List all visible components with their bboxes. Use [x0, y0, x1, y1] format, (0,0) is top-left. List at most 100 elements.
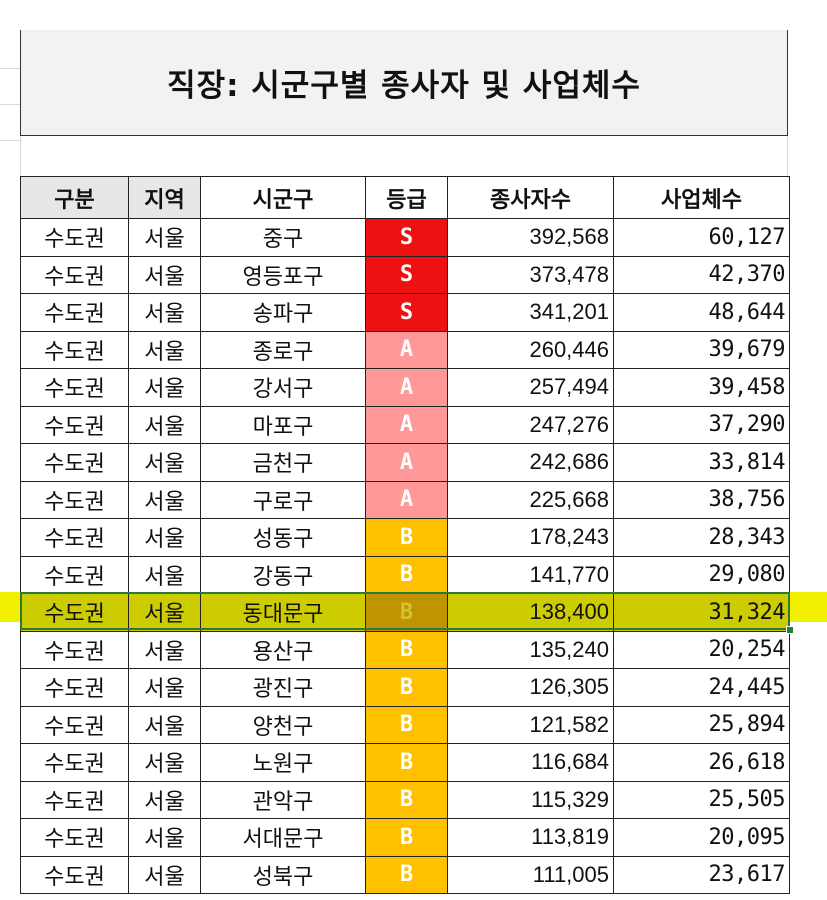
cell-gubun[interactable]: 수도권 [20, 293, 129, 332]
cell-grade[interactable]: A [365, 368, 448, 407]
table-row[interactable]: 수도권 서울 성동구 B 178,243 28,343 [20, 518, 790, 557]
cell-sigungu[interactable]: 서대문구 [200, 818, 366, 857]
cell-gubun[interactable]: 수도권 [20, 668, 129, 707]
empty-row[interactable] [20, 136, 788, 176]
cell-businesses[interactable]: 48,644 [613, 293, 790, 332]
title-cell[interactable]: 직장: 시군구별 종사자 및 사업체수 [20, 30, 788, 136]
cell-workers[interactable]: 115,329 [447, 780, 614, 819]
cell-region[interactable]: 서울 [128, 668, 201, 707]
table-row[interactable]: 수도권 서울 동대문구 B 138,400 31,324 [20, 593, 790, 632]
cell-businesses[interactable]: 25,894 [613, 705, 790, 744]
table-row[interactable]: 수도권 서울 종로구 A 260,446 39,679 [20, 330, 790, 369]
table-row[interactable]: 수도권 서울 강동구 B 141,770 29,080 [20, 555, 790, 594]
cell-region[interactable]: 서울 [128, 780, 201, 819]
cell-region[interactable]: 서울 [128, 405, 201, 444]
cell-gubun[interactable]: 수도권 [20, 518, 129, 557]
cell-businesses[interactable]: 23,617 [613, 855, 790, 894]
cell-grade[interactable]: B [365, 668, 448, 707]
cell-sigungu[interactable]: 영등포구 [200, 255, 366, 294]
cell-workers[interactable]: 121,582 [447, 705, 614, 744]
cell-gubun[interactable]: 수도권 [20, 443, 129, 482]
cell-region[interactable]: 서울 [128, 705, 201, 744]
cell-workers[interactable]: 341,201 [447, 293, 614, 332]
table-row[interactable]: 수도권 서울 서대문구 B 113,819 20,095 [20, 818, 790, 857]
cell-grade[interactable]: B [365, 593, 448, 632]
cell-gubun[interactable]: 수도권 [20, 593, 129, 632]
cell-workers[interactable]: 225,668 [447, 480, 614, 519]
cell-businesses[interactable]: 29,080 [613, 555, 790, 594]
cell-grade[interactable]: B [365, 705, 448, 744]
cell-businesses[interactable]: 39,458 [613, 368, 790, 407]
cell-region[interactable]: 서울 [128, 555, 201, 594]
cell-workers[interactable]: 111,005 [447, 855, 614, 894]
cell-grade[interactable]: A [365, 405, 448, 444]
cell-gubun[interactable]: 수도권 [20, 630, 129, 669]
cell-sigungu[interactable]: 중구 [200, 218, 366, 257]
header-region[interactable]: 지역 [128, 176, 201, 219]
cell-grade[interactable]: S [365, 255, 448, 294]
cell-grade[interactable]: B [365, 855, 448, 894]
cell-workers[interactable]: 257,494 [447, 368, 614, 407]
cell-sigungu[interactable]: 금천구 [200, 443, 366, 482]
cell-sigungu[interactable]: 강동구 [200, 555, 366, 594]
cell-businesses[interactable]: 33,814 [613, 443, 790, 482]
cell-sigungu[interactable]: 구로구 [200, 480, 366, 519]
cell-grade[interactable]: S [365, 293, 448, 332]
cell-gubun[interactable]: 수도권 [20, 480, 129, 519]
cell-gubun[interactable]: 수도권 [20, 705, 129, 744]
cell-workers[interactable]: 242,686 [447, 443, 614, 482]
cell-region[interactable]: 서울 [128, 818, 201, 857]
cell-businesses[interactable]: 31,324 [613, 593, 790, 632]
cell-grade[interactable]: B [365, 630, 448, 669]
cell-businesses[interactable]: 20,095 [613, 818, 790, 857]
table-row[interactable]: 수도권 서울 송파구 S 341,201 48,644 [20, 293, 790, 332]
cell-region[interactable]: 서울 [128, 330, 201, 369]
cell-workers[interactable]: 260,446 [447, 330, 614, 369]
cell-sigungu[interactable]: 노원구 [200, 743, 366, 782]
cell-workers[interactable]: 135,240 [447, 630, 614, 669]
table-row[interactable]: 수도권 서울 마포구 A 247,276 37,290 [20, 405, 790, 444]
cell-grade[interactable]: A [365, 443, 448, 482]
cell-sigungu[interactable]: 마포구 [200, 405, 366, 444]
cell-grade[interactable]: A [365, 330, 448, 369]
cell-workers[interactable]: 113,819 [447, 818, 614, 857]
cell-region[interactable]: 서울 [128, 743, 201, 782]
cell-region[interactable]: 서울 [128, 593, 201, 632]
cell-workers[interactable]: 373,478 [447, 255, 614, 294]
cell-businesses[interactable]: 25,505 [613, 780, 790, 819]
header-businesses[interactable]: 사업체수 [613, 176, 790, 219]
cell-sigungu[interactable]: 강서구 [200, 368, 366, 407]
cell-businesses[interactable]: 38,756 [613, 480, 790, 519]
cell-gubun[interactable]: 수도권 [20, 330, 129, 369]
cell-grade[interactable]: B [365, 780, 448, 819]
cell-region[interactable]: 서울 [128, 518, 201, 557]
table-row[interactable]: 수도권 서울 금천구 A 242,686 33,814 [20, 443, 790, 482]
table-row[interactable]: 수도권 서울 용산구 B 135,240 20,254 [20, 630, 790, 669]
cell-grade[interactable]: B [365, 743, 448, 782]
cell-businesses[interactable]: 60,127 [613, 218, 790, 257]
cell-businesses[interactable]: 24,445 [613, 668, 790, 707]
table-row[interactable]: 수도권 서울 양천구 B 121,582 25,894 [20, 705, 790, 744]
cell-sigungu[interactable]: 양천구 [200, 705, 366, 744]
table-row[interactable]: 수도권 서울 성북구 B 111,005 23,617 [20, 855, 790, 894]
cell-region[interactable]: 서울 [128, 368, 201, 407]
cell-grade[interactable]: B [365, 555, 448, 594]
cell-region[interactable]: 서울 [128, 443, 201, 482]
cell-region[interactable]: 서울 [128, 293, 201, 332]
cell-grade[interactable]: A [365, 480, 448, 519]
cell-businesses[interactable]: 26,618 [613, 743, 790, 782]
cell-workers[interactable]: 116,684 [447, 743, 614, 782]
cell-gubun[interactable]: 수도권 [20, 818, 129, 857]
header-gubun[interactable]: 구분 [20, 176, 129, 219]
fill-handle[interactable] [786, 626, 794, 634]
table-row[interactable]: 수도권 서울 중구 S 392,568 60,127 [20, 218, 790, 257]
cell-businesses[interactable]: 20,254 [613, 630, 790, 669]
cell-sigungu[interactable]: 관악구 [200, 780, 366, 819]
cell-sigungu[interactable]: 동대문구 [200, 593, 366, 632]
cell-region[interactable]: 서울 [128, 255, 201, 294]
cell-workers[interactable]: 141,770 [447, 555, 614, 594]
cell-sigungu[interactable]: 광진구 [200, 668, 366, 707]
cell-gubun[interactable]: 수도권 [20, 368, 129, 407]
cell-sigungu[interactable]: 용산구 [200, 630, 366, 669]
header-sigungu[interactable]: 시군구 [200, 176, 366, 219]
